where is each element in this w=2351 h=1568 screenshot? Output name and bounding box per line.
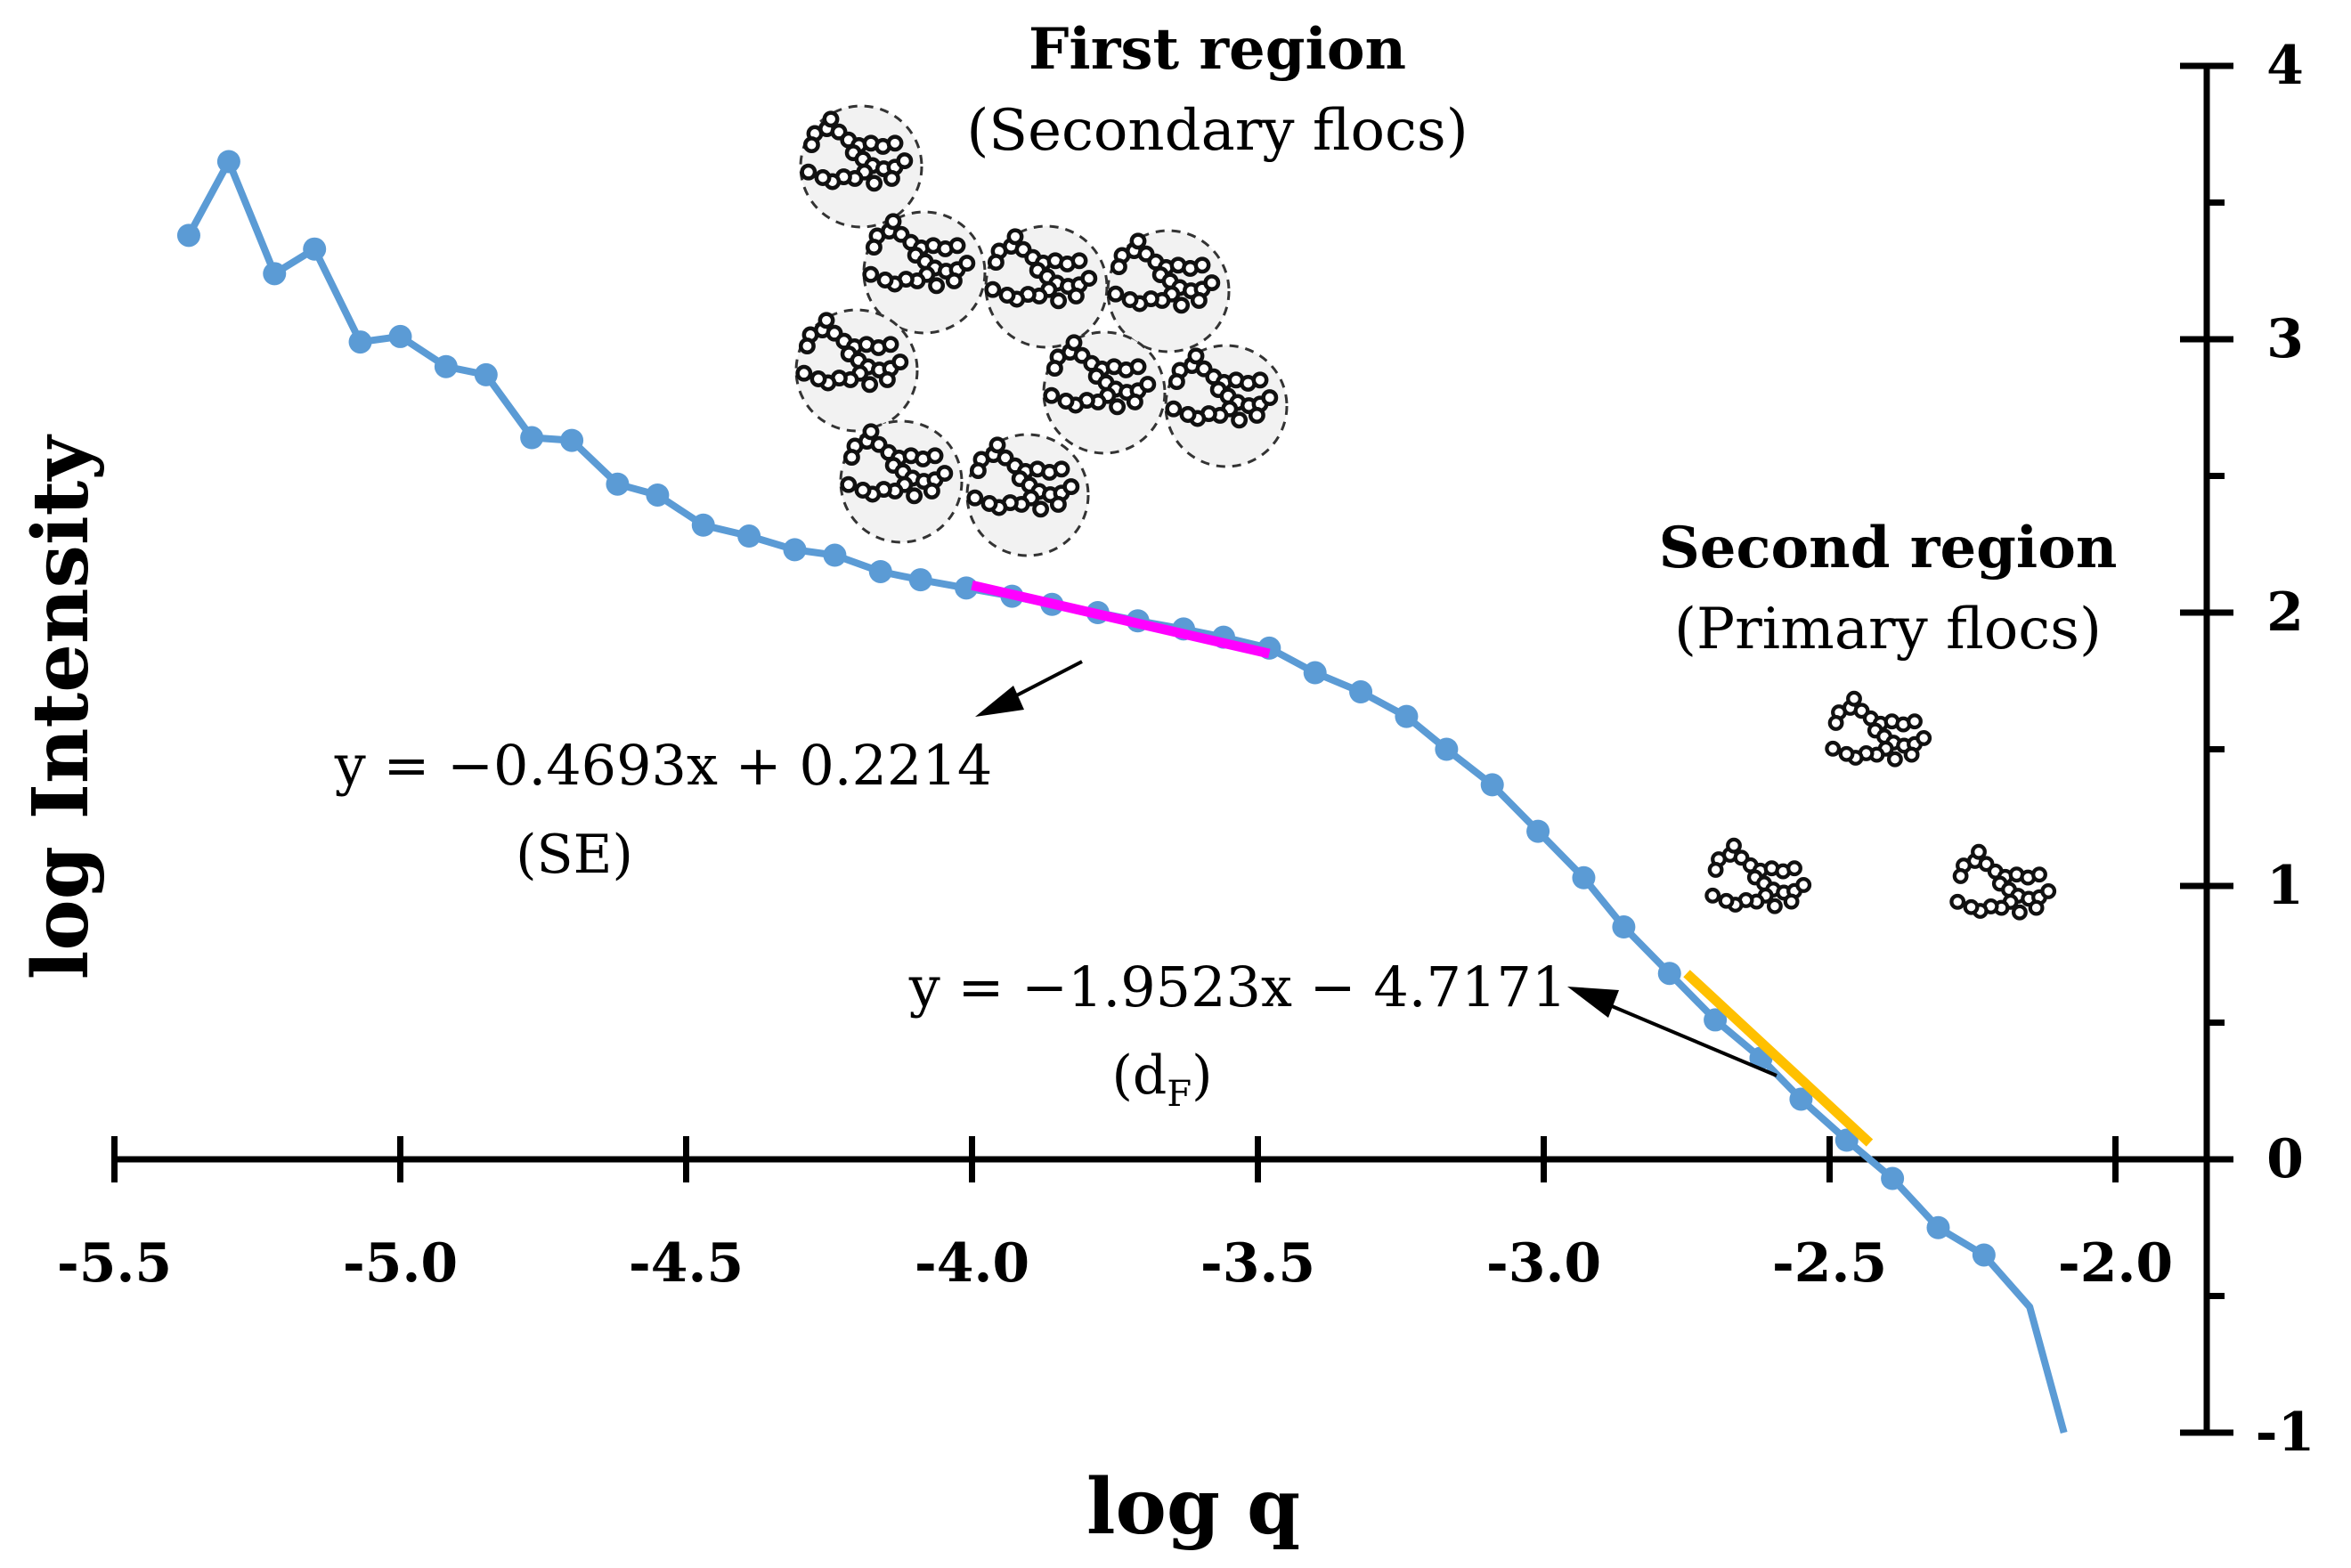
equation-se: y = −0.4693x + 0.2214 [334, 733, 993, 798]
y-ticks: 4 3 2 1 0 -1 [2180, 35, 2314, 1464]
data-point [474, 362, 498, 386]
x-tick-label: -5.5 [57, 1232, 172, 1295]
data-point [1303, 661, 1327, 685]
data-point [868, 559, 892, 583]
data-point [823, 543, 847, 567]
data-point [1657, 962, 1681, 986]
fit-line-se [971, 580, 1271, 659]
x-tick-label: -2.5 [1772, 1232, 1887, 1295]
y-tick-label: 2 [2266, 581, 2304, 644]
equation-df-subscript: F [1167, 1074, 1192, 1115]
data-point [388, 324, 412, 348]
y-tick-label: 3 [2266, 308, 2304, 370]
data-point [737, 524, 761, 548]
data-point [1926, 1215, 1950, 1239]
first-region-title: First region [1029, 16, 1406, 83]
data-point [646, 483, 670, 507]
data-point [1526, 819, 1550, 843]
data-point [176, 223, 200, 248]
data-point [1704, 1008, 1728, 1032]
y-tick-label: -1 [2256, 1401, 2315, 1464]
fit-line-df [1683, 970, 1874, 1147]
y-tick-label: 1 [2266, 855, 2304, 917]
data-point [1395, 704, 1419, 728]
data-point [606, 472, 630, 496]
data-point [1834, 1128, 1859, 1152]
data-point [1435, 737, 1459, 761]
x-axis-title: log q [1086, 1462, 1300, 1552]
data-point [520, 426, 544, 450]
data-point [783, 538, 807, 562]
second-region-subtitle: (Primary flocs) [1674, 597, 2102, 662]
x-tick-label: -5.0 [343, 1232, 458, 1295]
data-point [1480, 773, 1504, 797]
series-points [176, 150, 1996, 1267]
y-tick-label: 0 [2266, 1128, 2304, 1190]
x-tick-label: -4.0 [915, 1232, 1029, 1295]
primary-flocs-illustration [1706, 693, 2054, 919]
data-point [691, 513, 715, 537]
equation-df: y = −1.9523x − 4.7171 [908, 955, 1567, 1020]
data-point [1349, 680, 1373, 704]
x-tick-label: -4.5 [629, 1232, 744, 1295]
data-point [908, 568, 932, 592]
data-point [1789, 1087, 1813, 1111]
data-point [560, 428, 584, 452]
y-axis-title: log Intensity [16, 434, 106, 980]
data-point [1972, 1243, 1996, 1267]
arrow-se [975, 660, 1083, 717]
secondary-flocs-illustration [794, 104, 1289, 557]
x-ticks: -5.5 -5.0 -4.5 -4.0 -3.5 -3.0 -2.5 -2.0 [57, 1136, 2173, 1295]
data-point [1572, 865, 1596, 890]
x-tick-label: -2.0 [2058, 1232, 2173, 1295]
equation-df-label: (dF) [1111, 1044, 1212, 1115]
first-region-subtitle: (Secondary flocs) [966, 98, 1468, 164]
data-point [434, 354, 458, 378]
equation-se-label: (SE) [516, 824, 633, 886]
second-region-title: Second region [1659, 515, 2118, 581]
data-point [955, 576, 979, 600]
data-point [348, 330, 372, 354]
x-tick-label: -3.5 [1200, 1232, 1315, 1295]
data-point [263, 262, 287, 286]
x-tick-label: -3.0 [1486, 1232, 1601, 1295]
data-point [1881, 1166, 1905, 1190]
data-point [303, 237, 327, 261]
data-point [1612, 915, 1636, 939]
y-tick-label: 4 [2266, 35, 2304, 97]
data-point [216, 150, 240, 174]
arrow-df [1567, 987, 1777, 1077]
